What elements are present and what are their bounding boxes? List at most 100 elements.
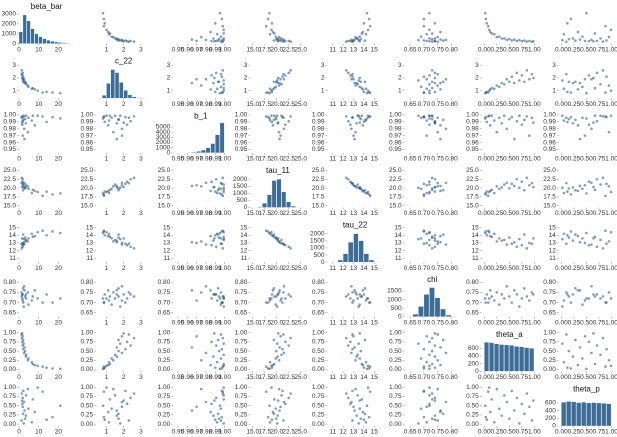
scatter-point <box>276 237 280 240</box>
scatter-point <box>495 84 499 87</box>
scatter-point <box>430 117 434 121</box>
scatter-point <box>127 40 131 44</box>
x-tick-label: 0.75 <box>516 374 529 381</box>
x-tick-label: 25.0 <box>294 265 307 272</box>
x-tick-label: 0.50 <box>503 101 516 108</box>
scatter-point <box>209 410 212 414</box>
scatter-point <box>439 88 442 91</box>
x-tick-label: 25.0 <box>294 374 307 381</box>
y-tick-label: 20.0 <box>389 185 402 192</box>
y-tick-label: 0.75 <box>466 289 479 296</box>
scatter-point <box>355 414 358 417</box>
scatter-point <box>36 230 40 234</box>
scatter-point <box>21 338 25 342</box>
scatter-point <box>428 238 431 242</box>
scatter-point <box>220 17 224 21</box>
x-tick-label: 15.0 <box>246 156 259 163</box>
scatter-point <box>113 114 117 117</box>
x-tick-label: 0.00 <box>478 210 491 217</box>
y-tick-label: 0.75 <box>158 339 171 346</box>
scatter-point <box>344 69 348 72</box>
x-tick-label: 0.25 <box>568 46 581 53</box>
scatter-point <box>216 39 220 42</box>
scatter-point <box>417 114 420 117</box>
x-tick-label: 0.80 <box>445 101 458 108</box>
scatter-point <box>216 233 220 236</box>
x-tick-label: 15.0 <box>246 210 259 217</box>
scatter-point <box>21 297 24 300</box>
x-tick-label: 20 <box>55 210 63 217</box>
hist-bar <box>524 347 530 372</box>
scatter-point <box>24 353 28 357</box>
hist-bar <box>499 344 505 372</box>
y-tick-label: 15 <box>86 224 94 231</box>
scatter-point <box>484 230 488 233</box>
scatter-point <box>190 81 194 85</box>
scatter-point <box>520 402 524 406</box>
x-tick-label: 14 <box>360 319 368 326</box>
y-tick-label: 0.65 <box>543 309 556 316</box>
scatter-point <box>212 37 215 40</box>
scatter-point <box>581 116 584 120</box>
y-tick-label: 0.95 <box>466 146 479 153</box>
scatter-point <box>362 90 366 94</box>
scatter-point <box>120 400 124 404</box>
scatter-point <box>607 130 611 134</box>
scatter-point <box>287 344 291 347</box>
scatter-point <box>266 415 270 419</box>
scatter-point <box>492 32 496 36</box>
x-tick-label: 11 <box>329 210 336 217</box>
x-tick-label: 0.50 <box>503 265 516 272</box>
scatter-point <box>278 289 281 292</box>
scatter-point <box>115 355 119 358</box>
scatter-point <box>492 421 496 424</box>
scatter-point <box>221 247 225 250</box>
scatter-point <box>190 240 194 244</box>
scatter-point <box>347 119 350 123</box>
x-tick-label: 22.5 <box>282 210 295 217</box>
scatter-point <box>593 114 597 117</box>
scatter-point <box>213 76 216 80</box>
x-tick-label: 17.5 <box>258 265 271 272</box>
scatter-point <box>500 414 504 417</box>
scatter-point <box>23 417 27 420</box>
scatter-point <box>571 355 575 358</box>
scatter-point <box>484 91 488 94</box>
y-tick-label: 0.96 <box>543 139 556 146</box>
scatter-point <box>266 301 270 304</box>
x-tick-label: 15.0 <box>246 265 259 272</box>
scatter-point <box>213 233 217 237</box>
scatter-point <box>422 389 426 393</box>
scatter-point <box>117 417 120 420</box>
scatter-point <box>587 340 591 344</box>
scatter-point <box>569 193 573 196</box>
scatter-point <box>209 363 212 367</box>
scatter-point <box>436 35 440 39</box>
y-tick-label: 2 <box>244 75 248 82</box>
scatter-point <box>363 287 367 290</box>
y-tick-label: 0.95 <box>3 146 16 153</box>
scatter-point <box>433 185 437 189</box>
x-tick-label: 0.00 <box>478 319 491 326</box>
y-tick-label: 0.80 <box>158 279 171 286</box>
scatter-point <box>364 421 368 424</box>
x-tick-label: 0.00 <box>478 46 491 53</box>
x-tick-label: 1.00 <box>605 156 617 163</box>
scatter-point <box>105 190 108 194</box>
scatter-point <box>583 299 587 302</box>
x-tick-label: 0.25 <box>490 319 503 326</box>
scatter-point <box>22 127 26 131</box>
y-tick-label: 0.25 <box>466 412 479 419</box>
scatter-point <box>486 301 490 304</box>
hist-bar <box>581 402 587 427</box>
scatter-point <box>349 74 352 77</box>
y-tick-label: 0.25 <box>389 357 402 364</box>
scatter-point <box>351 333 354 336</box>
scatter-point <box>282 242 285 246</box>
scatter-point <box>280 297 283 300</box>
x-tick-label: 0.75 <box>593 319 606 326</box>
scatter-point <box>27 407 30 410</box>
scatter-point <box>351 72 354 76</box>
scatter-point <box>490 235 494 239</box>
hist-bar <box>34 33 39 44</box>
